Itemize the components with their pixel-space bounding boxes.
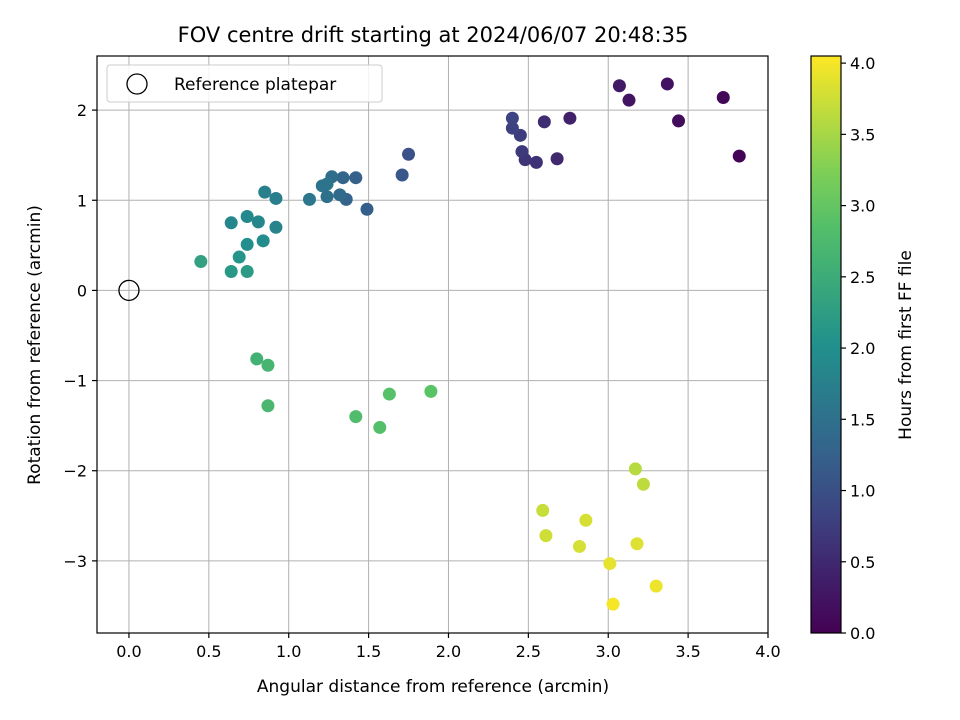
data-point <box>630 537 644 551</box>
y-axis-label: Rotation from reference (arcmin) <box>25 205 45 485</box>
y-tick-label: −1 <box>63 372 87 391</box>
chart-title: FOV centre drift starting at 2024/06/07 … <box>178 23 689 47</box>
data-point <box>382 387 396 401</box>
data-point <box>572 539 586 553</box>
data-point <box>320 190 334 204</box>
data-point <box>261 399 275 413</box>
data-point <box>636 477 650 491</box>
data-point <box>395 168 409 182</box>
data-point <box>302 192 316 206</box>
colorbar-tick-label: 1.0 <box>850 482 875 501</box>
data-point <box>505 121 519 135</box>
colorbar-tick-label: 0.0 <box>850 624 875 643</box>
data-point <box>232 250 246 264</box>
colorbar: 0.0 0.5 1.0 1.5 2.0 2.5 3.0 3.5 4.0 <box>810 54 875 643</box>
legend-entry-reference: Reference platepar <box>174 75 336 95</box>
legend: Reference platepar <box>106 64 383 103</box>
x-tick-label: 3.0 <box>596 642 621 661</box>
data-point <box>402 147 416 161</box>
x-tick-label: 2.5 <box>516 642 541 661</box>
data-point <box>579 513 593 527</box>
colorbar-label: Hours from first FF file <box>896 250 916 440</box>
colorbar-tick-label: 1.5 <box>850 410 875 429</box>
data-point <box>224 264 238 278</box>
y-tick-label: 0 <box>77 281 87 300</box>
colorbar-tick-label: 3.0 <box>850 197 875 216</box>
data-point <box>716 90 730 104</box>
y-tick-label: −2 <box>63 462 87 481</box>
x-tick-label: 2.0 <box>436 642 461 661</box>
data-point <box>539 529 553 543</box>
x-tick-label: 1.5 <box>356 642 381 661</box>
data-point <box>224 216 238 230</box>
data-point <box>505 111 519 125</box>
data-point <box>269 191 283 205</box>
data-point <box>373 420 387 434</box>
data-point <box>258 185 272 199</box>
colorbar-tick-label: 4.0 <box>850 54 875 73</box>
axes: 0.0 0.5 1.0 1.5 2.0 2.5 3.0 3.5 4.0 −3 −2 −1 0 1 2 <box>63 55 781 661</box>
plot-frame <box>96 55 769 634</box>
data-point <box>603 557 617 571</box>
y-tick-label: 1 <box>77 191 87 210</box>
data-point <box>537 115 551 129</box>
data-point <box>315 179 329 193</box>
data-point <box>349 410 363 424</box>
data-point <box>536 503 550 517</box>
data-point <box>261 358 275 372</box>
data-point <box>349 171 363 185</box>
data-point <box>649 579 663 593</box>
legend-box <box>106 64 383 103</box>
colorbar-tick-label: 2.5 <box>850 268 875 287</box>
data-point <box>194 255 208 269</box>
data-point <box>240 264 254 278</box>
data-point <box>256 234 270 248</box>
data-point <box>660 77 674 91</box>
legend-reference-marker <box>126 73 148 95</box>
colorbar-gradient <box>810 55 842 634</box>
data-point <box>606 597 620 611</box>
data-point <box>269 220 283 234</box>
x-tick-label: 3.5 <box>675 642 700 661</box>
reference-platepar-marker <box>118 279 140 302</box>
data-point <box>251 215 265 229</box>
data-point <box>672 114 686 128</box>
data-point <box>732 149 746 163</box>
data-point <box>250 352 264 366</box>
data-point <box>360 202 374 216</box>
data-point <box>240 237 254 251</box>
data-point <box>240 209 254 223</box>
x-axis-label: Angular distance from reference (arcmin) <box>257 677 609 697</box>
data-point <box>550 152 564 166</box>
data-point <box>333 188 347 202</box>
data-point <box>529 155 543 169</box>
x-tick-label: 0.0 <box>116 642 141 661</box>
x-tick-label: 0.5 <box>196 642 221 661</box>
data-point <box>628 462 642 476</box>
data-point <box>563 111 577 125</box>
data-point <box>515 145 529 159</box>
y-tick-label: −3 <box>63 552 87 571</box>
colorbar-tick-label: 3.5 <box>850 125 875 144</box>
data-point <box>612 79 626 93</box>
data-points <box>118 77 746 611</box>
colorbar-tick-label: 2.0 <box>850 339 875 358</box>
x-tick-label: 1.0 <box>276 642 301 661</box>
colorbar-tick-label: 0.5 <box>850 553 875 572</box>
data-point <box>336 171 350 185</box>
data-point <box>424 384 438 398</box>
y-tick-label: 2 <box>77 101 87 120</box>
data-point <box>622 93 636 107</box>
x-tick-label: 4.0 <box>755 642 780 661</box>
